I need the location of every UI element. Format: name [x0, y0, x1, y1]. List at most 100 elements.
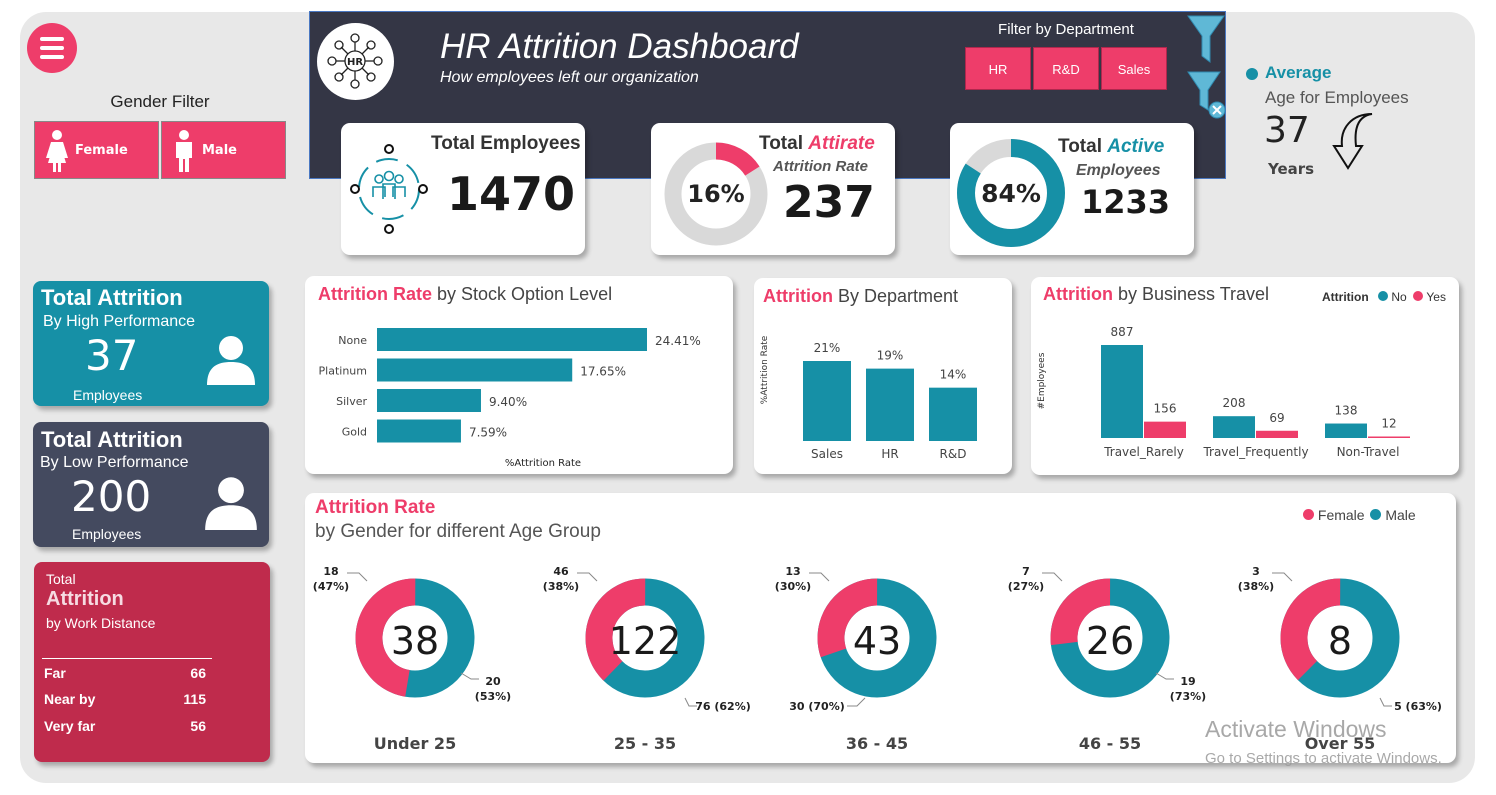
legend-label-yes: Yes: [1426, 290, 1446, 304]
active-percent: 84%: [981, 179, 1041, 208]
age-female-pct: (47%): [313, 580, 349, 593]
travel-bar-yes: [1144, 421, 1186, 438]
age-donut-female-arc: [817, 578, 937, 698]
travel-bar-no: [1213, 416, 1255, 438]
row-label: Far: [44, 665, 66, 681]
high-performance-card: Total Attrition By High Performance 37 E…: [33, 281, 269, 406]
page-title: HR Attrition Dashboard: [440, 27, 799, 66]
department-button-rd[interactable]: R&D: [1033, 47, 1099, 90]
age-female-pct: (38%): [543, 580, 579, 593]
female-filter-button[interactable]: Female: [34, 121, 159, 179]
department-button-hr[interactable]: HR: [965, 47, 1031, 90]
active-label-accent: Active: [1107, 136, 1165, 157]
age-male-count: 20: [485, 675, 501, 688]
stock-data-label: 17.65%: [580, 365, 626, 379]
age-female-pct: (38%): [1238, 580, 1274, 593]
age-male-leader: [460, 672, 479, 680]
dept-data-label: 21%: [814, 341, 841, 355]
row-value: 56: [190, 718, 206, 734]
active-sub-label: Employees: [1076, 162, 1161, 179]
age-chart-subtitle: by Gender for different Age Group: [315, 521, 601, 542]
dept-axis-label: %Attrition Rate: [760, 335, 770, 404]
hr-network-icon: HR: [317, 23, 394, 100]
dept-bar: [929, 387, 977, 441]
gender-filter-label: Gender Filter: [110, 92, 210, 111]
stock-option-bar-chart: None 24.41% Platinum 17.65% Silver 9.40% Gold 7…: [319, 328, 701, 469]
age-donut-total: 122: [609, 619, 682, 663]
high-performance-unit: Employees: [73, 387, 143, 403]
department-chart-title: Attrition By Department: [763, 286, 958, 307]
business-travel-chart-card: Attrition by Business Travel Attrition N…: [1031, 277, 1459, 475]
average-subtitle: Age for Employees: [1265, 88, 1409, 107]
work-distance-card: Total Attrition by Work Distance Far 66 N…: [34, 562, 270, 762]
page-subtitle: How employees left our organization: [440, 69, 699, 86]
low-performance-title: Total Attrition: [41, 427, 183, 452]
title-highlight: Attrition Rate: [318, 284, 432, 304]
travel-data-label: 12: [1381, 417, 1396, 431]
stock-bar: [377, 328, 647, 351]
age-male-leader: [1379, 697, 1392, 707]
work-distance-row-veryfar: Very far 56: [44, 718, 206, 734]
legend-swatch-female: [1303, 509, 1314, 520]
stock-tick-label: None: [338, 334, 367, 347]
row-value: 115: [183, 691, 206, 707]
age-male-label: 30 (70%): [789, 700, 845, 713]
age-group-label: 36 - 45: [846, 734, 908, 753]
age-donut-total: 8: [1328, 619, 1352, 663]
age-female-leader: [577, 572, 598, 582]
age-group-label: Under 25: [374, 734, 456, 753]
legend-swatch-no: [1378, 291, 1388, 301]
title-rest: By Department: [832, 286, 959, 306]
stock-tick-label: Gold: [342, 426, 367, 439]
dept-tick-label: HR: [881, 447, 898, 461]
travel-bar-no: [1101, 345, 1143, 438]
male-icon: [176, 130, 192, 172]
department-chart-card: Attrition By Department %Attrition Rate 2…: [754, 278, 1012, 474]
attrition-rate-donut: 16%: [664, 142, 768, 246]
travel-data-label: 887: [1111, 325, 1134, 339]
dept-data-label: 14%: [940, 368, 967, 382]
age-donut-female-arc: [1050, 578, 1170, 698]
dept-bar: [866, 368, 914, 441]
age-male-leader: [1155, 672, 1174, 680]
travel-bar-no: [1325, 423, 1367, 438]
department-button-sales[interactable]: Sales: [1101, 47, 1167, 90]
low-performance-unit: Employees: [72, 526, 142, 542]
legend-swatch-yes: [1413, 291, 1424, 301]
age-female-leader: [809, 572, 830, 582]
age-chart-title: Attrition Rate: [315, 497, 436, 518]
average-age-unit: Years: [1268, 160, 1315, 178]
high-performance-value: 37: [85, 331, 139, 380]
title-highlight: Attrition: [1043, 284, 1113, 304]
person-icon: [207, 336, 255, 385]
average-age-value: 37: [1264, 110, 1310, 151]
age-male-count: 19: [1180, 675, 1195, 688]
stock-chart-title: Attrition Rate by Stock Option Level: [318, 284, 612, 305]
travel-axis-label: #Employees: [1037, 352, 1047, 409]
travel-chart-title: Attrition by Business Travel: [1043, 284, 1269, 305]
dept-data-label: 19%: [877, 349, 904, 363]
department-filter-label: Filter by Department: [998, 21, 1134, 38]
travel-bar-yes: [1256, 430, 1298, 438]
funnel-icon[interactable]: [1186, 14, 1226, 64]
female-icon: [46, 130, 68, 172]
travel-tick-label: Travel_Rarely: [1103, 445, 1184, 459]
watermark-title: Activate Windows: [1205, 716, 1387, 742]
business-travel-bar-chart: #Employees 887 156 Travel_Rarely 208 69 Travel…: [1037, 325, 1410, 459]
total-employees-label: Total Employees: [431, 133, 581, 154]
travel-data-label: 69: [1269, 411, 1284, 425]
age-female-leader: [1042, 572, 1063, 582]
age-donut-total: 38: [391, 619, 439, 663]
menu-icon[interactable]: [27, 23, 77, 73]
stock-bar: [377, 419, 461, 443]
attrition-kpi-label: Total Attirate: [759, 133, 875, 155]
clear-filter-icon[interactable]: [1186, 70, 1228, 122]
travel-data-label: 138: [1335, 404, 1358, 418]
active-count: 1233: [1081, 183, 1171, 221]
male-filter-button[interactable]: Male: [161, 121, 286, 179]
travel-tick-label: Non-Travel: [1337, 445, 1400, 459]
travel-bar-yes: [1368, 436, 1410, 438]
age-donut-total: 43: [853, 619, 901, 663]
age-legend: Female Male: [1303, 507, 1416, 523]
stock-tick-label: Platinum: [319, 365, 367, 378]
